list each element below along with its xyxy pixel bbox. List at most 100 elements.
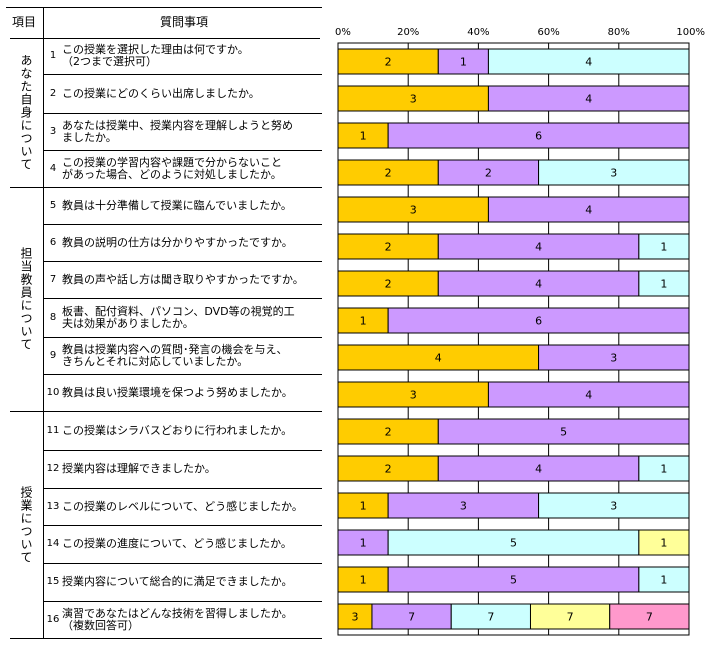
question-number: 7 <box>49 273 57 285</box>
data-label: 7 <box>408 611 415 624</box>
question-row: 7 教員の声や話し方は聞き取りやすかったですか。 <box>44 261 322 298</box>
data-label: 1 <box>660 537 667 550</box>
bar-segment <box>387 566 640 593</box>
question-text: 演習であなたはどんな技術を習得しましたか。 （複数回答可） <box>62 606 293 632</box>
data-label: 1 <box>660 241 667 254</box>
bar-segment <box>437 455 640 482</box>
question-text: 教員は十分準備して授業に臨んでいましたか。 <box>62 198 292 212</box>
question-text: この授業の学習内容や課題で分からないこと があった場合、どのように対処しましたか… <box>62 155 282 181</box>
question-number: 10 <box>46 386 60 398</box>
data-label: 4 <box>585 93 592 106</box>
bar-segment <box>529 603 611 630</box>
data-label: 2 <box>385 241 392 254</box>
bar-segment <box>538 344 690 371</box>
bar-segment <box>337 307 389 334</box>
group-label-text: 担当教員について <box>19 247 33 351</box>
question-number: 16 <box>46 613 60 625</box>
question-row: 6 教員の説明の仕方は分かりやすかったですか。 <box>44 224 322 261</box>
group-label-text: 授業について <box>19 485 33 564</box>
question-number: 5 <box>49 199 57 211</box>
question-text: この授業を選択した理由は何ですか。 （2つまで選択可） <box>62 43 249 68</box>
question-number: 8 <box>49 311 57 323</box>
bar-segment <box>337 344 540 371</box>
question-row: 10 教員は良い授業環境を保つよう努めましたか。 <box>44 374 322 411</box>
bar-segment <box>337 233 439 260</box>
bar-segment <box>487 196 690 223</box>
row-divider <box>44 488 322 489</box>
bar-segment <box>638 455 690 482</box>
bar-segment <box>337 603 373 630</box>
data-label: 1 <box>360 537 367 550</box>
data-label: 3 <box>410 204 417 217</box>
question-number: 6 <box>49 236 57 248</box>
bar-segment <box>387 307 690 334</box>
bar-segment <box>337 85 489 112</box>
question-text: 教員の説明の仕方は分かりやすかったですか。 <box>62 235 293 249</box>
header-bottom-border <box>10 38 320 39</box>
bar-segment <box>337 196 489 223</box>
bar-segment <box>437 270 640 297</box>
row-divider <box>44 298 322 299</box>
column-divider <box>43 7 44 639</box>
row-divider <box>44 150 322 151</box>
question-text: この授業のレベルについて、どう感じましたか。 <box>62 499 303 513</box>
data-label: 2 <box>385 167 392 180</box>
bar-segment <box>437 233 640 260</box>
question-text: 教員の声や話し方は聞き取りやすかったですか。 <box>62 272 304 286</box>
data-label: 2 <box>385 278 392 291</box>
bar-segment <box>638 233 690 260</box>
data-label: 1 <box>660 278 667 291</box>
question-text: この授業にどのくらい出席しましたか。 <box>62 86 260 100</box>
data-label: 7 <box>646 611 653 624</box>
group-label: あなた自身について <box>10 38 43 187</box>
bar-segment <box>487 381 690 408</box>
question-number: 9 <box>49 349 57 361</box>
question-number: 13 <box>46 500 60 512</box>
bar-segment <box>538 492 690 519</box>
question-row: 15 授業内容について総合的に満足できましたか。 <box>44 563 322 601</box>
row-divider <box>44 261 322 262</box>
question-text: 教員は授業内容への質問･発言の機会を与え、 きちんとそれに対応していましたか。 <box>62 342 288 368</box>
bar-segment <box>387 492 540 519</box>
bar-segment <box>337 529 389 556</box>
row-divider <box>44 113 322 114</box>
data-label: 5 <box>510 537 517 550</box>
question-number: 12 <box>46 463 60 474</box>
data-label: 7 <box>567 611 574 624</box>
bar-segment <box>387 122 690 149</box>
row-divider <box>44 563 322 564</box>
question-row: 12 授業内容は理解できましたか。 <box>44 450 322 488</box>
data-label: 4 <box>535 278 542 291</box>
bar-segment <box>337 122 389 149</box>
data-label: 1 <box>460 56 467 69</box>
data-label: 4 <box>535 463 542 476</box>
bar-segment <box>437 159 540 186</box>
question-row: 8 板書、配付資料、パソコン、DVD等の視覚的工 夫は効果がありましたか。 <box>44 298 322 337</box>
group-label: 担当教員について <box>10 187 43 411</box>
plot-border <box>337 42 690 636</box>
bar-segment <box>371 603 452 630</box>
question-row: 11 この授業はシラバスどおりに行われましたか。 <box>44 411 322 450</box>
question-text: あなたは授業中、授業内容を理解しようと努め ましたか。 <box>62 118 293 144</box>
question-row: 2 この授業にどのくらい出席しましたか。 <box>44 74 322 113</box>
bar-segment <box>638 566 690 593</box>
question-number: 1 <box>49 50 57 61</box>
row-divider <box>10 411 322 412</box>
data-label: 2 <box>385 426 392 439</box>
bar-segment <box>487 85 690 112</box>
data-label: 3 <box>410 93 417 106</box>
row-divider <box>44 374 322 375</box>
bar-segment <box>337 270 439 297</box>
question-number: 14 <box>46 538 60 549</box>
data-label: 5 <box>560 426 567 439</box>
data-label: 7 <box>487 611 494 624</box>
row-divider <box>44 337 322 338</box>
data-label: 1 <box>360 500 367 513</box>
header-category: 項目 <box>12 15 37 29</box>
bar-segment <box>337 418 439 445</box>
data-label: 4 <box>585 204 592 217</box>
data-label: 5 <box>510 574 517 587</box>
data-label: 3 <box>351 611 358 624</box>
x-tick-label: 80% <box>608 27 630 38</box>
